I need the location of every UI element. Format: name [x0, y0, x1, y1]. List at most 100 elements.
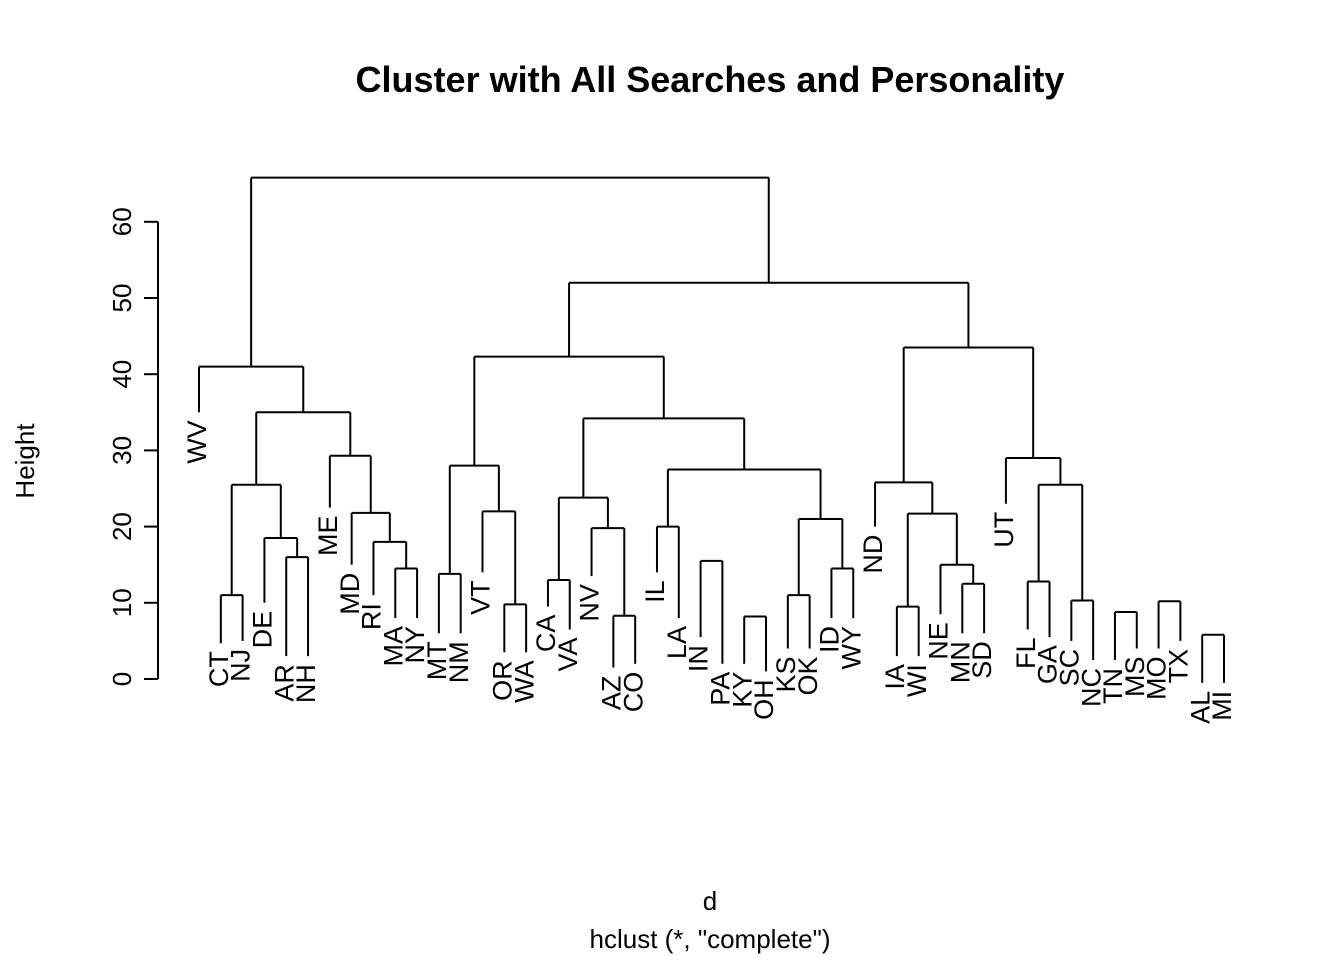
merge-link	[612, 614, 637, 668]
merge-link	[699, 559, 724, 664]
y-tick-label: 0	[107, 672, 137, 686]
chart-title: Cluster with All Searches and Personalit…	[356, 59, 1065, 100]
leaf-label-md: MD	[335, 573, 365, 615]
leaf-label-nj: NJ	[226, 649, 256, 682]
y-tick-label: 30	[107, 436, 137, 465]
merge-link	[1201, 633, 1225, 683]
leaf-label-wi: WI	[902, 664, 932, 697]
merge-link	[219, 594, 244, 644]
leaf-label-pa: PA	[706, 672, 736, 706]
leaf-label-sc: SC	[1054, 649, 1084, 687]
leaf-label-ga: GA	[1033, 645, 1063, 684]
leaf-label-de: DE	[248, 611, 278, 649]
merge-link	[939, 563, 975, 615]
y-tick-label: 60	[107, 207, 137, 236]
leaf-label-ca: CA	[531, 615, 561, 653]
leaf-label-ar: AR	[269, 664, 299, 702]
leaf-label-nd: ND	[858, 535, 888, 574]
leaf-label-wv: WV	[182, 420, 212, 464]
leaf-label-nm: NM	[444, 641, 474, 683]
leaf-label-co: CO	[618, 672, 648, 713]
y-tick-label: 10	[107, 588, 137, 617]
leaf-label-sd: SD	[967, 641, 997, 679]
merge-link	[448, 464, 500, 574]
method-label: hclust (*, "complete")	[590, 924, 831, 954]
merge-link	[1113, 610, 1138, 660]
merge-link	[198, 365, 305, 413]
merge-link	[503, 603, 528, 653]
leaf-label-ms: MS	[1120, 657, 1150, 698]
leaf-label-il: IL	[640, 580, 670, 603]
leaf-label-fl: FL	[1011, 637, 1041, 669]
leaf-label-ny: NY	[400, 626, 430, 664]
leaf-label-id: ID	[815, 626, 845, 653]
merge-link	[350, 511, 391, 565]
y-tick-label: 40	[107, 360, 137, 389]
merge-link	[1026, 580, 1051, 638]
leaf-label-ok: OK	[793, 657, 823, 696]
y-tick-label: 20	[107, 512, 137, 541]
leaf-label-mt: MT	[422, 641, 452, 680]
merge-link	[328, 454, 372, 513]
merge-link	[786, 594, 811, 649]
leaf-label-tx: TX	[1164, 649, 1194, 684]
merge-link	[797, 517, 844, 596]
merge-link	[1037, 483, 1084, 601]
merge-link	[895, 605, 920, 657]
leaf-label-wy: WY	[836, 626, 866, 670]
y-axis: 0 10 20 30 40 50 60	[107, 207, 159, 686]
merge-link	[666, 468, 822, 527]
leaf-label-wa: WA	[509, 660, 539, 703]
leaf-label-nh: NH	[291, 664, 321, 703]
x-axis-label: d	[703, 886, 717, 916]
leaf-label-mn: MN	[945, 641, 975, 683]
merge-link	[902, 346, 1035, 483]
leaf-label-al: AL	[1185, 691, 1215, 724]
leaf-label-mi: MI	[1207, 691, 1237, 721]
merge-link	[961, 582, 986, 634]
merge-link	[830, 567, 855, 619]
merge-link	[250, 176, 770, 367]
leaf-label-ne: NE	[924, 622, 954, 660]
leaf-label-me: ME	[313, 516, 343, 557]
merge-link	[255, 411, 352, 485]
merge-link	[263, 537, 299, 603]
leaf-label-ia: IA	[880, 664, 910, 690]
leaf-label-nc: NC	[1076, 668, 1106, 707]
merge-link	[1004, 457, 1062, 504]
leaf-label-va: VA	[553, 637, 583, 671]
leaf-label-mo: MO	[1142, 657, 1172, 701]
merge-link	[230, 483, 282, 596]
merge-link	[906, 512, 958, 607]
leaf-label-in: IN	[684, 645, 714, 672]
merge-link	[1157, 600, 1182, 649]
merge-link	[655, 525, 680, 619]
merge-link	[874, 481, 934, 527]
merge-link	[557, 496, 609, 580]
merge-link	[582, 417, 746, 498]
leaf-label-ky: KY	[727, 672, 757, 708]
leaf-label-or: OR	[487, 660, 517, 701]
dendrogram-tree	[198, 176, 1225, 683]
merge-link	[394, 567, 419, 619]
leaf-label-ct: CT	[204, 651, 234, 687]
leaf-label-ks: KS	[771, 657, 801, 693]
leaf-label-ri: RI	[357, 603, 387, 630]
merge-link	[473, 355, 665, 466]
leaf-label-oh: OH	[749, 679, 779, 720]
merge-link	[437, 572, 462, 634]
leaf-label-nv: NV	[575, 584, 605, 622]
leaf-label-tn: TN	[1098, 668, 1128, 704]
y-axis-label: Height	[10, 423, 40, 499]
leaf-label-vt: VT	[466, 580, 496, 615]
leaf-label-ma: MA	[378, 626, 408, 667]
merge-link	[743, 615, 768, 672]
merge-link	[568, 281, 970, 357]
merge-link	[285, 556, 310, 657]
leaf-label-la: LA	[662, 626, 692, 659]
leaf-label-az: AZ	[596, 676, 626, 711]
leaf-label-ut: UT	[989, 512, 1019, 548]
y-tick-label: 50	[107, 284, 137, 313]
